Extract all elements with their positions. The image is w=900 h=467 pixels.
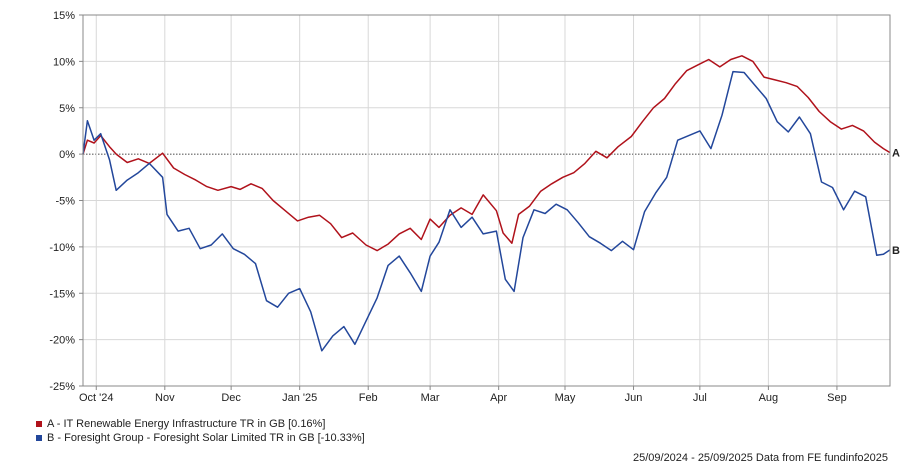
footer-source: 25/09/2024 - 25/09/2025 Data from FE fun… <box>632 452 888 464</box>
plot-frame <box>82 14 891 387</box>
y-tick-label: -20% <box>49 335 75 347</box>
grid <box>83 14 890 387</box>
y-tick-label: -10% <box>49 242 75 254</box>
series-end-label-a: A <box>892 148 900 160</box>
y-tick-label: -25% <box>49 381 75 393</box>
legend-swatch-b <box>36 435 42 441</box>
x-tick-label: Oct '24 <box>79 392 114 404</box>
legend-swatch-a <box>36 421 42 427</box>
x-tick-label: Sep <box>827 392 847 404</box>
y-tick-label: -5% <box>55 196 75 208</box>
series-lines <box>82 55 891 352</box>
x-axis: Oct '24 Nov Dec Jan '25 Feb Mar Apr May Jun Jul Au… <box>79 386 847 404</box>
chart: 15% 10% 5% 0% -5% -10% -15% -20% -25% Oct '24 Nov… <box>49 10 900 404</box>
x-tick-label: Jan '25 <box>282 392 317 404</box>
x-tick-label: Feb <box>359 392 378 404</box>
y-tick-label: 10% <box>53 56 75 68</box>
y-tick-label: 15% <box>53 10 75 22</box>
y-tick-label: -15% <box>49 288 75 300</box>
x-tick-label: Dec <box>221 392 241 404</box>
y-tick-label: 0% <box>59 149 75 161</box>
x-tick-label: Jul <box>693 392 707 404</box>
series-line-b <box>82 70 891 352</box>
series-end-label-b: B <box>892 245 900 257</box>
x-tick-label: Nov <box>155 392 175 404</box>
legend-label-a: A - IT Renewable Energy Infrastructure T… <box>47 418 326 430</box>
x-tick-label: Aug <box>759 392 779 404</box>
legend-label-b: B - Foresight Group - Foresight Solar Li… <box>47 432 365 444</box>
x-tick-label: May <box>555 392 576 404</box>
legend-item-a: A - IT Renewable Energy Infrastructure T… <box>36 417 365 431</box>
x-tick-label: Jun <box>625 392 643 404</box>
y-axis: 15% 10% 5% 0% -5% -10% -15% -20% -25% <box>49 10 83 393</box>
x-tick-label: Apr <box>490 392 507 404</box>
x-tick-label: Mar <box>421 392 440 404</box>
series-line-a <box>82 55 891 252</box>
series-end-labels: AB <box>892 148 900 257</box>
legend-item-b: B - Foresight Group - Foresight Solar Li… <box>36 431 365 445</box>
y-tick-label: 5% <box>59 103 75 115</box>
legend: A - IT Renewable Energy Infrastructure T… <box>36 417 365 445</box>
